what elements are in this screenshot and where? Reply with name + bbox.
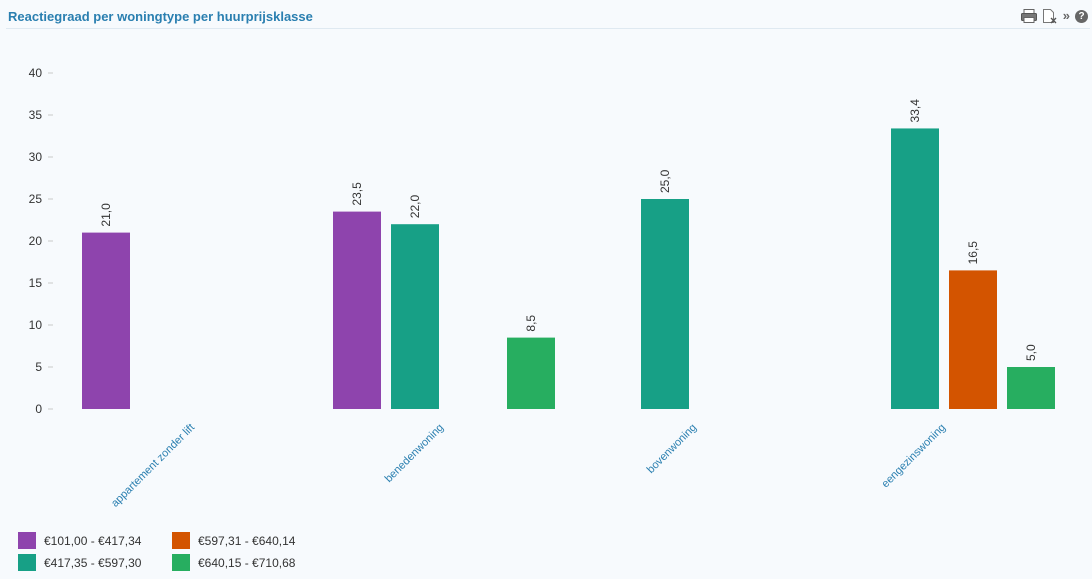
bar-eengezinswoning-series-4 [1007, 367, 1055, 409]
title-divider [6, 28, 1090, 29]
y-tick-label: 40 [29, 66, 43, 80]
bar-benedenwoning-series-4 [507, 337, 555, 409]
legend-label: €640,15 - €710,68 [198, 555, 296, 570]
data-label: 33,4 [908, 99, 922, 123]
bar-benedenwoning-series-1 [333, 211, 381, 409]
y-tick-label: 20 [29, 234, 43, 248]
data-label: 22,0 [408, 195, 422, 219]
y-tick-label: 25 [29, 192, 43, 206]
y-tick-label: 5 [35, 360, 42, 374]
legend-label: €417,35 - €597,30 [44, 555, 142, 570]
legend-item[interactable]: €417,35 - €597,30 [18, 554, 172, 571]
bar-appartement-zonder-lift-series-1 [82, 232, 130, 409]
y-tick-label: 30 [29, 150, 43, 164]
bar-bovenwoning-series-2 [641, 199, 689, 409]
legend-item[interactable]: €597,31 - €640,14 [172, 532, 332, 549]
chart-legend: €101,00 - €417,34 €597,31 - €640,14 €417,3… [18, 532, 332, 571]
x-category-label: bovenwoning [645, 422, 699, 476]
y-tick-label: 0 [35, 402, 42, 416]
legend-swatch [18, 532, 36, 549]
export-icon[interactable] [1042, 8, 1058, 24]
y-tick-label: 35 [29, 108, 43, 122]
bar-benedenwoning-series-2 [391, 224, 439, 409]
legend-item[interactable]: €101,00 - €417,34 [18, 532, 172, 549]
data-label: 16,5 [966, 241, 980, 265]
print-icon[interactable] [1020, 9, 1037, 23]
data-label: 23,5 [350, 182, 364, 206]
legend-swatch [18, 554, 36, 571]
bar-eengezinswoning-series-2 [891, 128, 939, 409]
x-category-label: appartement zonder lift [109, 422, 197, 510]
x-category-label: benedenwoning [383, 422, 446, 485]
y-tick-label: 10 [29, 318, 43, 332]
panel-header: Reactiegraad per woningtype per huurprij… [0, 0, 1092, 30]
legend-swatch [172, 554, 190, 571]
data-label: 8,5 [524, 315, 538, 332]
data-label: 21,0 [99, 203, 113, 227]
expand-icon[interactable]: » [1062, 8, 1070, 23]
bar-eengezinswoning-series-3 [949, 270, 997, 409]
y-tick-label: 15 [29, 276, 43, 290]
legend-label: €101,00 - €417,34 [44, 533, 142, 548]
panel-title: Reactiegraad per woningtype per huurprij… [8, 9, 313, 24]
data-label: 5,0 [1024, 344, 1038, 361]
panel-toolbar: » ? [1020, 8, 1088, 24]
legend-item[interactable]: €640,15 - €710,68 [172, 554, 332, 571]
bar-chart: 0 5 10 15 20 25 30 35 40 21,0 23,5 22,0 8,5 25,0 33,4 1… [29, 66, 1055, 510]
help-icon[interactable]: ? [1075, 9, 1088, 23]
x-category-label: eengezinswoning [880, 422, 949, 491]
legend-swatch [172, 532, 190, 549]
legend-label: €597,31 - €640,14 [198, 533, 296, 548]
data-label: 25,0 [658, 169, 672, 193]
